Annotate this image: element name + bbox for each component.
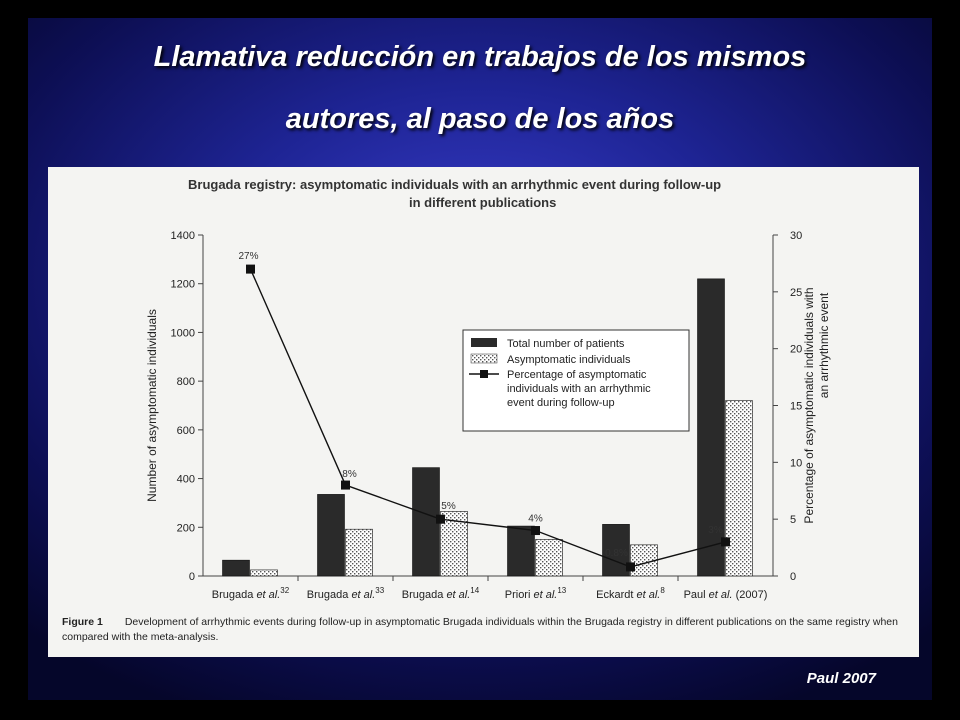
percentage-data-label: 4%: [528, 514, 543, 525]
slide-title: Llamativa reducción en trabajos de los m…: [0, 26, 960, 150]
bar-total-patients: [602, 524, 630, 577]
y-tick-label-right: 5: [790, 514, 796, 526]
percentage-point: [626, 562, 635, 572]
percentage-line: [249, 268, 726, 568]
y-tick-label-right: 15: [790, 401, 802, 413]
source-credit: Paul 2007: [806, 670, 876, 687]
percentage-data-label: 8%: [342, 469, 357, 480]
figure-panel: Brugada registry: asymptomatic individua…: [48, 167, 919, 657]
y-tick-label-right: 10: [790, 457, 802, 469]
y-tick-label-right: 0: [790, 571, 796, 583]
bar-total-patients: [317, 494, 345, 577]
bar-total-patients: [697, 278, 725, 577]
figure-caption: Figure 1 Development of arrhythmic events…: [62, 615, 912, 645]
percentage-point: [436, 514, 445, 524]
percentage-data-label: 27%: [238, 251, 258, 262]
bar-total-patients: [222, 559, 250, 577]
x-tick-label: Priori et al.13: [505, 586, 567, 601]
y-tick-label-left: 400: [177, 474, 195, 486]
caption-label: Figure 1: [62, 616, 103, 628]
percentage-point: [721, 537, 730, 547]
legend-label: Percentage of asymptomatic: [507, 369, 647, 381]
bar-total-patients: [507, 525, 535, 577]
y-axis-label-right-2: an arrhythmic event: [817, 292, 831, 398]
legend-label: Asymptomatic individuals: [507, 354, 631, 366]
x-tick-label: Brugada et al.14: [402, 586, 480, 601]
x-tick-label: Brugada et al.32: [212, 586, 290, 601]
bar-asymptomatic: [345, 528, 373, 577]
percentage-data-label: 0.8%: [605, 548, 628, 559]
percentage-data-label: 5%: [441, 501, 456, 512]
legend-swatch-total: [471, 338, 497, 347]
percentage-point: [341, 480, 350, 490]
bar-total-patients: [412, 467, 440, 577]
legend-label: Total number of patients: [507, 338, 625, 350]
caption-text: Development of arrhythmic events during …: [62, 616, 898, 643]
slide-title-line-2: autores, al paso de los años: [285, 103, 675, 135]
y-tick-label-right: 30: [790, 230, 802, 242]
y-tick-label-left: 1400: [171, 230, 195, 242]
bar-line-chart: Brugada registry: asymptomatic individua…: [145, 177, 831, 601]
y-axis-label-right-1: Percentage of asymptomatic individuals w…: [802, 287, 816, 523]
y-tick-label-left: 1200: [171, 279, 195, 291]
percentage-data-label: 3%: [708, 525, 723, 536]
bar-asymptomatic: [250, 569, 278, 577]
legend-box: [462, 329, 690, 432]
y-tick-label-left: 0: [189, 571, 195, 583]
x-tick-label: Paul et al. (2007): [684, 589, 768, 601]
slide-title-line-1: Llamativa reducción en trabajos de los m…: [153, 41, 807, 73]
chart-title-line-1: Brugada registry: asymptomatic individua…: [188, 177, 721, 192]
bar-asymptomatic: [535, 539, 563, 577]
legend-swatch-asymptomatic: [470, 353, 498, 364]
y-tick-label-left: 800: [177, 376, 195, 388]
y-tick-label-right: 25: [790, 287, 802, 299]
y-axis-label-left: Number of asymptomatic individuals: [145, 309, 159, 502]
percentage-point: [531, 526, 540, 536]
legend-label: individuals with an arrhythmic: [507, 383, 651, 395]
y-tick-label-left: 600: [177, 425, 195, 437]
y-tick-label-right: 20: [790, 344, 802, 356]
y-tick-label-left: 1000: [171, 327, 195, 339]
bar-asymptomatic: [725, 400, 753, 577]
x-tick-label: Brugada et al.33: [307, 586, 385, 601]
chart-title-line-2: in different publications: [409, 195, 556, 210]
x-tick-label: Eckardt et al.8: [596, 586, 665, 601]
legend-swatch-marker: [480, 370, 488, 378]
legend-label: event during follow-up: [507, 397, 615, 409]
y-tick-label-left: 200: [177, 522, 195, 534]
percentage-point: [246, 264, 255, 274]
